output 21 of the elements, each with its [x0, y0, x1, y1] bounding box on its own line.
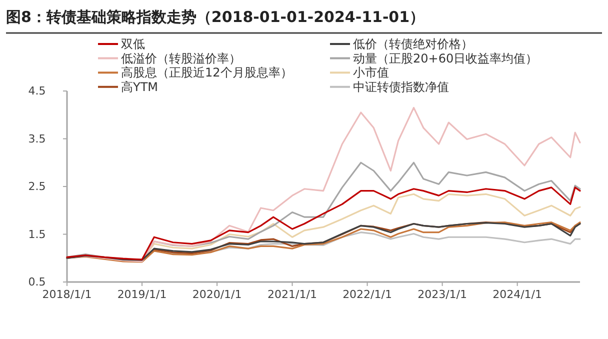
legend-label: 低溢价（转股溢价率） — [121, 51, 241, 66]
x-tick-label: 2019/1/1 — [117, 288, 167, 301]
legend-label: 低价（转债绝对价格） — [353, 37, 473, 51]
x-tick-label: 2024/1/1 — [492, 288, 542, 301]
legend-label: 中证转债指数净值 — [353, 80, 449, 94]
x-tick-label: 2022/1/1 — [342, 288, 392, 301]
legend-label: 双低 — [121, 37, 145, 51]
x-tick-label: 2021/1/1 — [268, 288, 317, 301]
legend-label: 高股息（正股近12个月股息率） — [121, 66, 292, 80]
x-tick-label: 2023/1/1 — [418, 288, 467, 301]
y-tick-label: 4.5 — [28, 84, 46, 98]
y-tick-label: 2.5 — [28, 180, 46, 193]
x-tick-label: 2020/1/1 — [192, 288, 242, 301]
legend-label: 高YTM — [121, 80, 158, 94]
y-tick-label: 3.5 — [28, 132, 46, 146]
legend-label: 小市值 — [353, 66, 389, 80]
legend-label: 动量（正股20+60日收益率均值） — [353, 51, 538, 66]
y-tick-label: 0.5 — [28, 276, 46, 288]
y-tick-label: 1.5 — [28, 228, 46, 241]
x-tick-label: 2018/1/1 — [42, 288, 92, 301]
chart-title: 图8：转债基础策略指数走势（2018-01-01-2024-11-01） — [6, 8, 425, 26]
